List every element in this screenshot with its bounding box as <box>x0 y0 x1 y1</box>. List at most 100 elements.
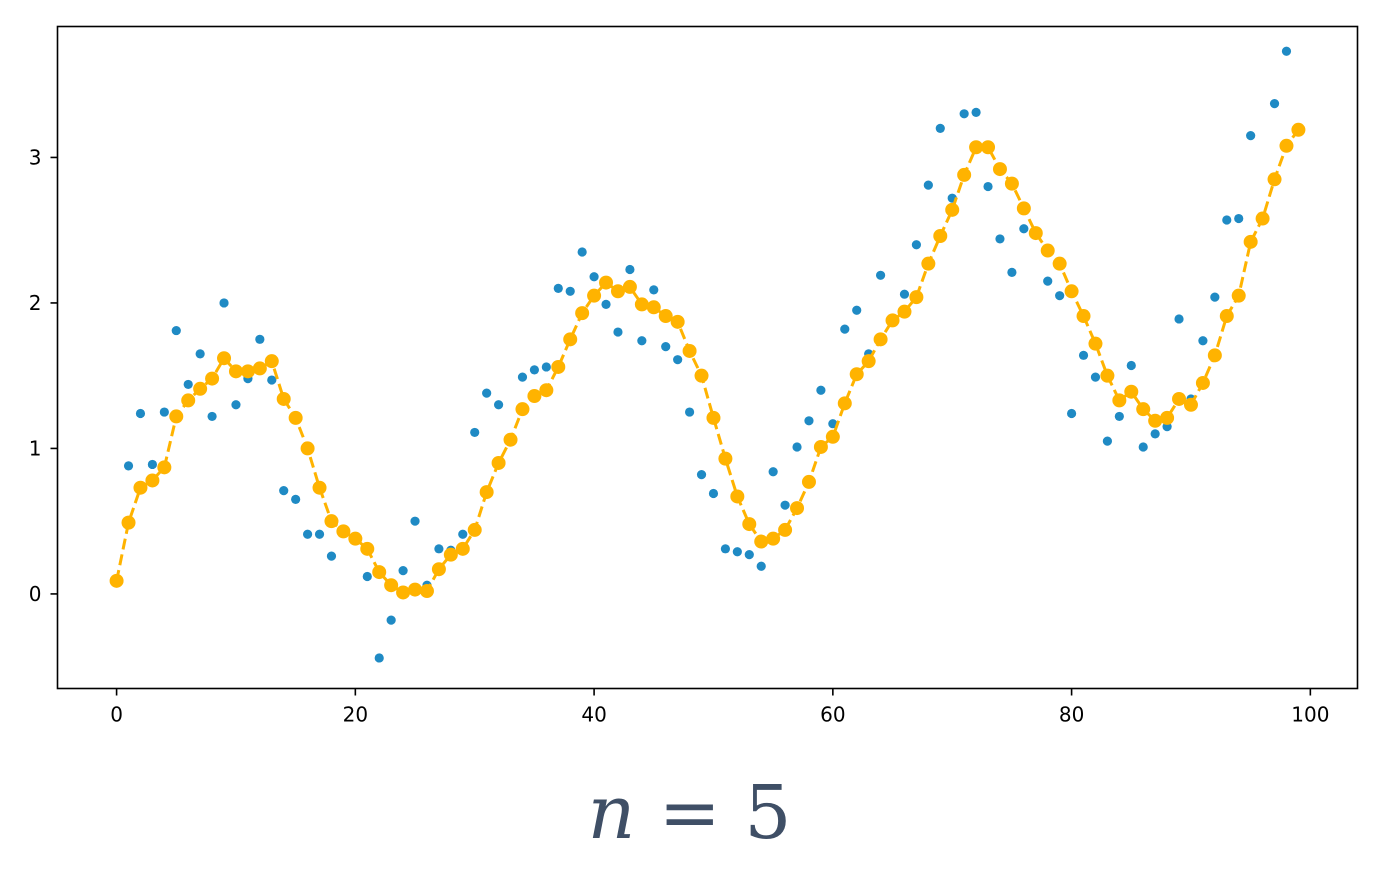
caption-variable: n <box>587 770 636 856</box>
smoothed-point <box>348 531 363 546</box>
smoothed-point <box>1183 397 1198 412</box>
scatter-point <box>1138 442 1148 452</box>
smoothed-point <box>1160 410 1175 425</box>
x-tick-label: 20 <box>343 703 368 727</box>
smoothed-point <box>443 547 458 562</box>
x-tick-label: 100 <box>1291 703 1329 727</box>
smoothed-line <box>115 128 1300 595</box>
scatter-point <box>935 123 945 133</box>
scatter-point <box>577 247 587 257</box>
smoothed-point <box>694 368 709 383</box>
scatter-point <box>1114 411 1124 422</box>
smoothed-point <box>610 284 625 299</box>
scatter-point <box>1210 292 1220 302</box>
scatter-point <box>816 385 826 395</box>
smoothed-point <box>909 290 924 305</box>
smoothed-point <box>467 522 482 537</box>
smoothed-point <box>921 256 936 271</box>
smoothed-point <box>1291 122 1306 137</box>
scatter-point <box>589 272 599 282</box>
smoothed-point <box>790 501 805 516</box>
smoothed-point <box>1064 284 1079 299</box>
scatter-point <box>183 379 193 390</box>
smoothed-point <box>360 541 375 556</box>
smoothed-point <box>527 389 542 404</box>
scatter-point <box>362 571 372 582</box>
scatter-point <box>1174 314 1184 324</box>
smoothed-point <box>1100 368 1115 383</box>
smoothed-point <box>1088 336 1103 351</box>
scatter-point <box>625 264 635 275</box>
scatter-point <box>684 407 695 417</box>
scatter-point <box>231 400 241 410</box>
smoothed-point <box>634 297 649 312</box>
scatter-point <box>135 408 146 419</box>
scatter-point <box>159 407 169 417</box>
scatter-point <box>458 529 468 539</box>
smoothed-point <box>1148 413 1163 428</box>
smoothed-point <box>217 351 232 366</box>
smoothed-point <box>312 480 327 495</box>
smoothed-point <box>503 432 518 447</box>
smoothed-point <box>181 393 196 408</box>
scatter-point <box>1234 213 1244 224</box>
smoothed-point <box>682 343 697 358</box>
smoothed-point <box>670 314 685 329</box>
smoothed-point <box>849 367 864 382</box>
smoothed-point <box>1243 234 1258 249</box>
smoothed-point <box>957 167 972 182</box>
scatter-point <box>804 416 814 426</box>
smoothed-point <box>1279 138 1294 153</box>
scatter-point <box>971 107 981 117</box>
scatter-point <box>398 566 408 576</box>
smoothed-point <box>813 439 828 454</box>
smoothed-point <box>706 410 721 425</box>
scatter-point <box>1150 429 1160 439</box>
scatter-point <box>195 349 205 359</box>
scatter-point <box>386 615 396 625</box>
smoothed-point <box>646 300 661 315</box>
smoothed-point <box>551 359 566 374</box>
scatter-point <box>840 324 850 334</box>
scatter-point <box>732 547 742 557</box>
caption-operator: = <box>658 770 721 856</box>
caption: n = 5 <box>0 770 1379 856</box>
smoothed-point <box>264 354 279 369</box>
scatter-point <box>291 494 301 504</box>
smoothed-point <box>384 578 399 593</box>
scatter-point <box>123 461 134 471</box>
smoothed-point <box>288 410 303 425</box>
smoothed-point <box>825 429 840 444</box>
smoothed-point <box>1172 391 1187 406</box>
scatter-point <box>923 180 933 190</box>
scatter-point <box>661 341 671 352</box>
scatter-point <box>410 516 420 526</box>
x-tick-label: 40 <box>581 703 606 727</box>
smoothed-point <box>945 202 960 217</box>
smoothed-point <box>1040 243 1055 258</box>
x-tick-label: 60 <box>820 703 845 727</box>
scatter-point <box>267 375 277 385</box>
smoothed-point <box>981 140 996 155</box>
smoothed-point <box>408 582 423 597</box>
y-tick-label: 3 <box>29 145 42 169</box>
smoothed-point <box>1231 288 1246 303</box>
scatter-point <box>493 400 504 410</box>
x-tick-label: 80 <box>1059 703 1084 727</box>
scatter-point <box>649 285 659 295</box>
scatter-point <box>899 289 910 299</box>
x-tick-label: 0 <box>110 703 123 727</box>
smoothed-point <box>1112 393 1127 408</box>
scatter-point <box>529 365 540 375</box>
smoothed-point <box>873 332 888 347</box>
smoothed-point <box>885 313 900 328</box>
scatter-point <box>147 459 158 470</box>
scatter-point <box>219 298 229 308</box>
scatter-point <box>1102 436 1113 446</box>
scatter-point <box>756 561 766 571</box>
smoothed-point <box>455 541 470 556</box>
smoothed-point <box>252 361 267 376</box>
scatter-point <box>780 500 790 510</box>
scatter-point <box>637 336 647 346</box>
scatter-point <box>995 234 1005 244</box>
